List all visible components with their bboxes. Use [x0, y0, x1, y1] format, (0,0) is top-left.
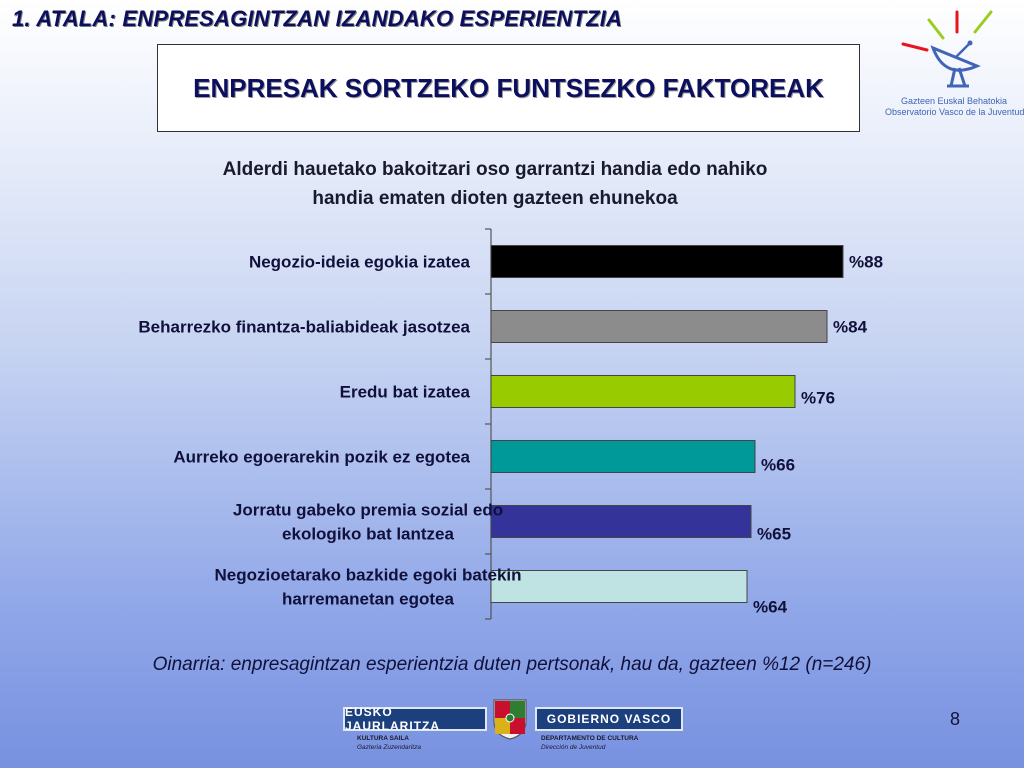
category-label-line: Negozio-ideia egokia izatea: [249, 253, 471, 272]
slide-title-box: ENPRESAK SORTZEKO FUNTSEZKO FAKTOREAK: [157, 44, 860, 132]
category-label-line: Jorratu gabeko premia sozial edo: [233, 501, 503, 520]
bar: [490, 245, 844, 278]
section-title: 1. ATALA: ENPRESAGINTZAN IZANDAKO ESPERI…: [12, 6, 623, 31]
data-label: %64: [753, 598, 788, 617]
observatory-name-es: Observatorio Vasco de la Juventud: [885, 107, 1024, 117]
gov-dept-eu: KULTURA SAILA: [357, 735, 409, 742]
bar: [490, 310, 828, 343]
chart-title-line-2: handia ematen dioten gazteen ehunekoa: [312, 188, 678, 209]
gov-name-eu: EUSKO JAURLARITZA: [343, 705, 487, 733]
data-label: %76: [801, 389, 835, 408]
chart-title: Alderdi hauetako bakoitzari oso garrantz…: [140, 155, 850, 213]
page-number: 8: [950, 709, 961, 729]
category-label: Jorratu gabeko premia sozial edo ekologik…: [233, 501, 503, 544]
data-label: %84: [833, 318, 868, 337]
category-label: Aurreko egoerarekin pozik ez egotea: [173, 448, 470, 467]
category-label: Negozio-ideia egokia izatea: [249, 253, 471, 272]
gov-subdept-es: Dirección de Juventud: [541, 744, 606, 751]
observatory-name-eu: Gazteen Euskal Behatokia: [900, 96, 1008, 106]
bar: [490, 375, 796, 408]
category-label-line: Aurreko egoerarekin pozik ez egotea: [173, 448, 470, 467]
category-label: Negozioetarako bazkide egoki batekin harr…: [214, 566, 521, 609]
observatory-logo: Gazteen Euskal Behatokia Observatorio Va…: [885, 4, 1024, 122]
category-label: Beharrezko finantza-baliabideak jasotzea: [138, 318, 470, 337]
basque-government-logo: EUSKO JAURLARITZA GOBIERNO VASCO KULTURA…: [343, 697, 683, 757]
chart-title-line-1: Alderdi hauetako bakoitzari oso garrantz…: [222, 159, 768, 180]
gov-name-es: GOBIERNO VASCO: [535, 707, 683, 731]
bar: [490, 505, 752, 538]
satellite-dish-icon: [901, 10, 993, 88]
coat-of-arms-icon: [493, 699, 527, 740]
category-label-line: ekologiko bat lantzea: [282, 525, 454, 544]
category-label-line: harremanetan egotea: [282, 590, 454, 609]
data-label: %65: [757, 525, 791, 544]
category-label-line: Eredu bat izatea: [340, 383, 471, 402]
footnote: Oinarria: enpresagintzan esperientzia du…: [152, 654, 872, 675]
data-label: %66: [761, 456, 795, 475]
category-label-line: Negozioetarako bazkide egoki batekin: [214, 566, 521, 585]
gov-subdept-eu: Gazteria Zuzendaritza: [357, 744, 421, 751]
slide-title: ENPRESAK SORTZEKO FUNTSEZKO FAKTOREAK: [193, 72, 824, 103]
category-label: Eredu bat izatea: [340, 383, 471, 402]
bar: [490, 440, 756, 473]
bar: [490, 570, 748, 603]
data-label: %88: [849, 253, 883, 272]
category-label-line: Beharrezko finantza-baliabideak jasotzea: [138, 318, 470, 337]
gov-dept-es: DEPARTAMENTO DE CULTURA: [541, 735, 639, 742]
